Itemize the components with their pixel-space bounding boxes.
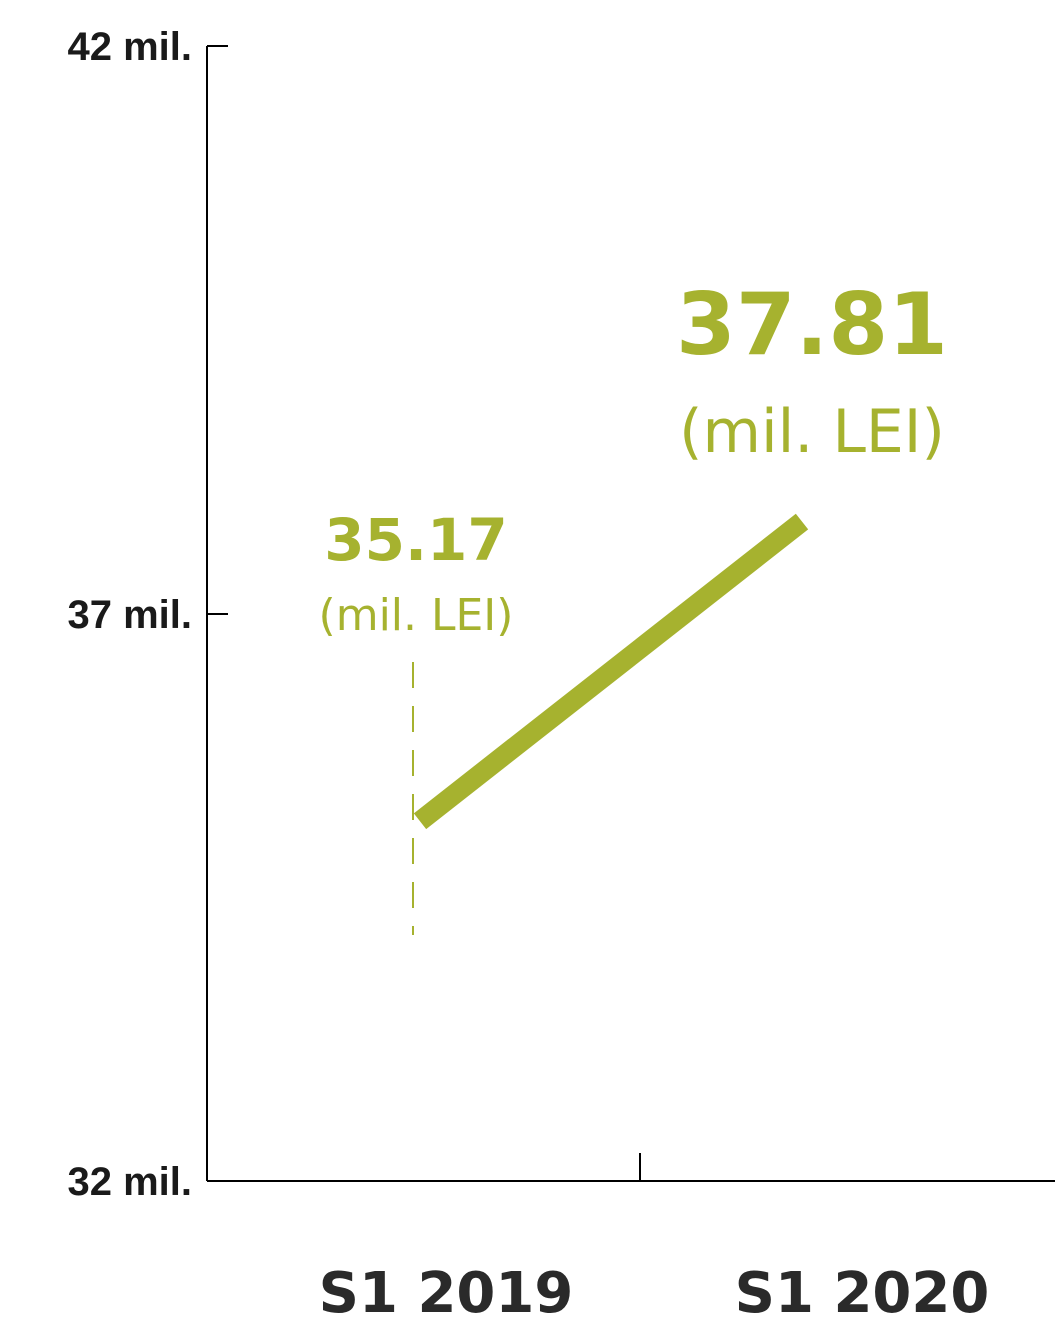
data-label-value-1: 37.81 bbox=[676, 275, 948, 375]
data-label-unit-0: (mil. LEI) bbox=[319, 590, 514, 641]
ytick-label-0: 42 mil. bbox=[67, 25, 192, 69]
data-label-value-0: 35.17 bbox=[324, 506, 507, 574]
ytick-label-2: 32 mil. bbox=[67, 1160, 192, 1204]
series-line bbox=[413, 513, 809, 830]
xtick-label-0: S1 2019 bbox=[319, 1261, 574, 1323]
data-label-unit-1: (mil. LEI) bbox=[679, 397, 945, 467]
ytick-label-1: 37 mil. bbox=[67, 593, 192, 637]
xtick-label-1: S1 2020 bbox=[735, 1261, 990, 1323]
